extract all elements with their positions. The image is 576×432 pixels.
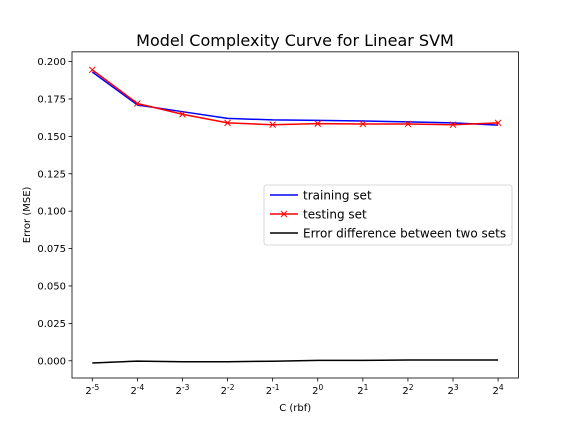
x-tick-label: 2-5 — [85, 383, 99, 397]
x-tick-label: 20 — [312, 383, 323, 397]
y-tick-label: 0.000 — [37, 356, 66, 367]
x-tick-label: 2-4 — [130, 383, 144, 397]
series-line-2 — [91, 69, 499, 126]
y-tick-label: 0.100 — [37, 207, 66, 218]
x-axis-label: C (rbf) — [279, 403, 311, 414]
x-tick-label: 21 — [357, 383, 368, 397]
series-2-point-marker — [134, 100, 141, 107]
x-tick-label: 2-1 — [266, 383, 280, 397]
y-tick-label: 0.175 — [37, 94, 66, 105]
y-tick-label: 0.150 — [37, 132, 66, 143]
series-line-3 — [92, 359, 499, 364]
series-2-point-marker — [404, 120, 412, 128]
x-tick-label: 24 — [493, 383, 504, 397]
y-axis-label: Error (MSE) — [22, 186, 33, 243]
y-tick-label: 0.075 — [37, 244, 66, 255]
legend-label-2: testing set — [303, 207, 367, 221]
series-2-point-marker — [224, 119, 231, 127]
series-2-point-marker — [88, 66, 96, 74]
legend-label-3: Error difference between two sets — [303, 226, 506, 240]
x-tick-label: 2-2 — [221, 383, 235, 397]
series-2-point-marker — [494, 119, 502, 127]
x-tick-label: 23 — [447, 383, 458, 397]
legend-label-1: training set — [303, 188, 372, 202]
legend-marker-2 — [280, 210, 288, 218]
x-tick-label: 2-3 — [176, 383, 190, 397]
y-tick-label: 0.200 — [37, 57, 66, 68]
axes-layer: 0.000 0.025 0.050 0.075 0.100 0.125 0.150 0.175… — [37, 51, 519, 397]
series-layer — [88, 66, 502, 364]
y-tick-label: 0.025 — [37, 319, 66, 330]
legend: training set testing set Error difference … — [263, 184, 513, 246]
x-tick-label: 22 — [402, 383, 413, 397]
legend-box — [263, 184, 513, 246]
series-2-point-marker — [359, 120, 367, 128]
plot-frame — [71, 51, 519, 379]
series-2-point-marker — [314, 120, 322, 128]
series-2-point-marker — [449, 121, 457, 129]
series-2-point-marker — [269, 121, 277, 129]
y-tick-label: 0.050 — [37, 281, 66, 292]
y-tick-label: 0.125 — [37, 169, 66, 180]
chart-title: Model Complexity Curve for Linear SVM — [136, 31, 454, 50]
series-2-point-marker — [179, 110, 186, 118]
